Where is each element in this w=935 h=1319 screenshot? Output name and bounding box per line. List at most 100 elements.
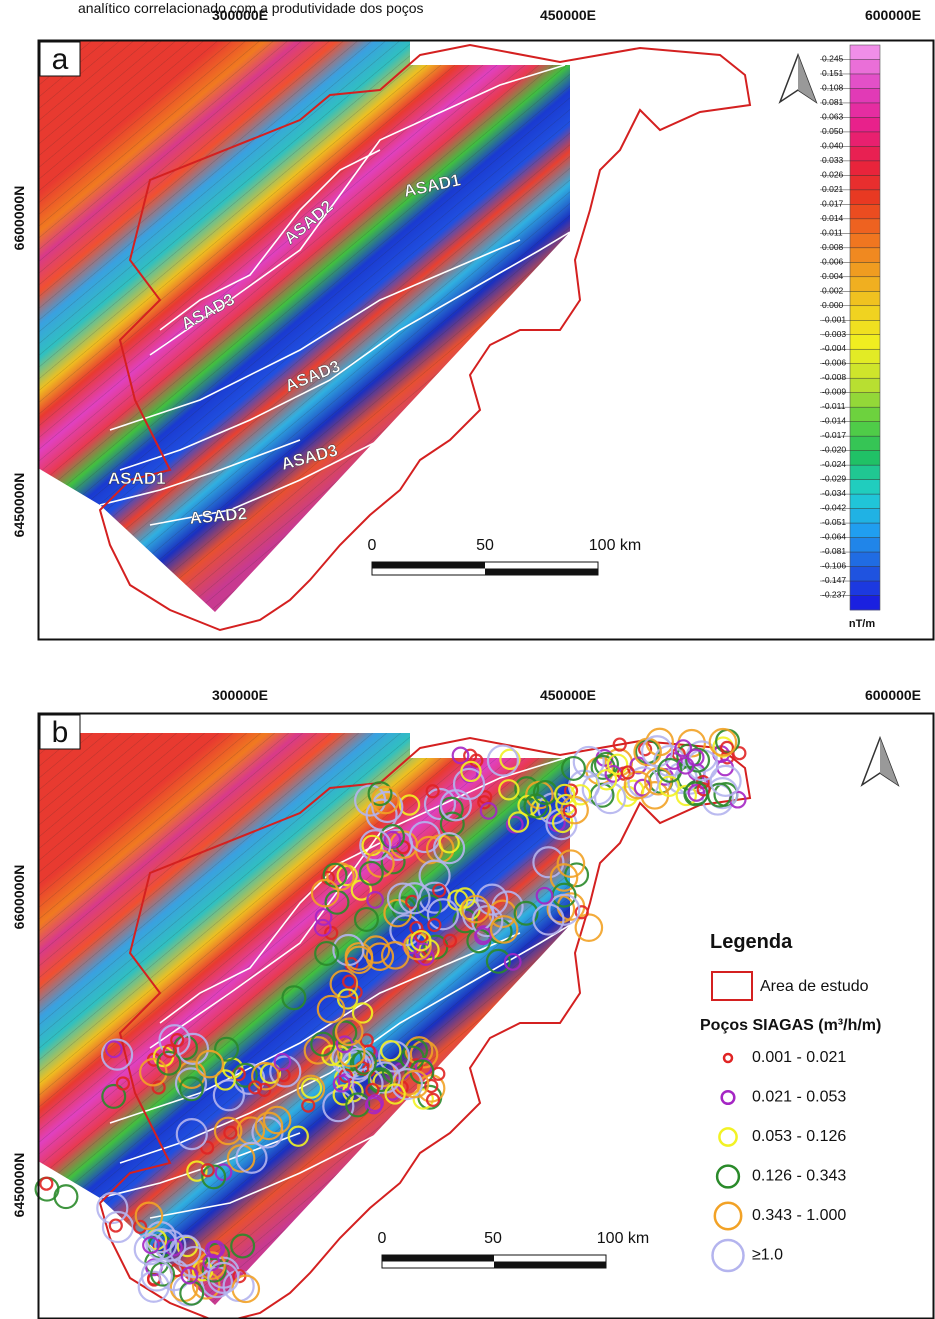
colorbar-swatch: [850, 422, 880, 437]
colorbar-swatch: [850, 103, 880, 118]
legend-symbol: [722, 1091, 735, 1104]
colorbar-swatch: [850, 465, 880, 480]
y-label: 6450000N: [11, 473, 27, 538]
colorbar-label: 0.002: [822, 285, 844, 295]
colorbar-swatch: [850, 378, 880, 393]
legend-symbol: [724, 1054, 732, 1062]
colorbar-swatch: [850, 74, 880, 89]
colorbar-swatch: [850, 538, 880, 553]
well: [110, 1220, 122, 1232]
colorbar-swatch: [850, 494, 880, 509]
y-label: 6450000N: [11, 1153, 27, 1218]
colorbar-label: -0.017: [822, 430, 846, 440]
colorbar-label: -0.051: [822, 517, 846, 527]
region-label: ASAD1: [108, 469, 166, 488]
legend-label: 0.343 - 1.000: [752, 1207, 846, 1224]
scale-label: 0: [378, 1230, 387, 1247]
x-label: 300000E: [212, 7, 268, 23]
legend-area-label: Area de estudo: [760, 978, 869, 995]
colorbar-label: 0.245: [822, 53, 844, 63]
legend-area-swatch: [712, 972, 752, 1000]
colorbar-swatch: [850, 219, 880, 234]
legend-label: 0.001 - 0.021: [752, 1049, 846, 1066]
colorbar-swatch: [850, 349, 880, 364]
colorbar-label: 0.033: [822, 155, 844, 165]
colorbar-swatch: [850, 117, 880, 132]
colorbar-swatch: [850, 161, 880, 176]
colorbar-label: -0.020: [822, 445, 846, 455]
colorbar-swatch: [850, 407, 880, 422]
legend-label: 0.126 - 0.343: [752, 1168, 846, 1185]
x-label: 600000E: [865, 7, 921, 23]
colorbar-swatch: [850, 45, 880, 60]
colorbar-swatch: [850, 320, 880, 335]
colorbar-label: 0.040: [822, 140, 844, 150]
x-label: 300000E: [212, 687, 268, 703]
scale-label: 50: [484, 1230, 502, 1247]
well: [40, 1178, 52, 1190]
colorbar-swatch: [850, 88, 880, 103]
legend-symbol: [717, 1166, 739, 1188]
colorbar-label: 0.008: [822, 242, 844, 252]
scale-bar-segment: [382, 1255, 494, 1262]
panel-letter: a: [52, 43, 69, 76]
colorbar-label: 0.004: [822, 271, 844, 281]
colorbar-label: 0.000: [822, 300, 844, 310]
map-image: [38, 40, 750, 630]
colorbar-label: -0.011: [822, 401, 846, 411]
colorbar-label: -0.009: [822, 387, 846, 397]
colorbar-label: -0.004: [822, 343, 846, 353]
colorbar-label: -0.024: [822, 459, 846, 469]
colorbar-label: -0.029: [822, 474, 846, 484]
colorbar-swatch: [850, 436, 880, 451]
colorbar-swatch: [850, 393, 880, 408]
colorbar-label: 0.026: [822, 169, 844, 179]
legend-label: 0.021 - 0.053: [752, 1089, 846, 1106]
colorbar-label: -0.003: [822, 329, 846, 339]
scale-bar-segment: [485, 569, 598, 576]
colorbar-swatch: [850, 451, 880, 466]
colorbar-label: 0.151: [822, 68, 844, 78]
colorbar-label: 0.017: [822, 198, 844, 208]
legend-symbol: [719, 1128, 736, 1145]
scale-label: 100 km: [597, 1230, 649, 1247]
panel-b: b 300000E 450000E 600000E 6600000N 64500…: [11, 687, 934, 1319]
colorbar-swatch: [850, 132, 880, 147]
x-label: 450000E: [540, 7, 596, 23]
colorbar-label: 0.011: [822, 227, 843, 237]
colorbar-label: 0.081: [822, 97, 844, 107]
colorbar-label: 0.006: [822, 256, 844, 266]
colorbar-swatch: [850, 480, 880, 495]
y-label: 6600000N: [11, 865, 27, 930]
legend-label: ≥1.0: [752, 1247, 783, 1264]
legend-title: Legenda: [710, 931, 793, 953]
colorbar-swatch: [850, 509, 880, 524]
colorbar-swatch: [850, 523, 880, 538]
x-label: 450000E: [540, 687, 596, 703]
colorbar-label: -0.006: [822, 358, 846, 368]
colorbar-label: -0.008: [822, 372, 846, 382]
colorbar-swatch: [850, 567, 880, 582]
scale-label: 100 km: [589, 537, 641, 554]
well: [180, 1282, 203, 1305]
scale-bar-segment: [494, 1262, 606, 1269]
colorbar-label: -0.106: [822, 561, 846, 571]
colorbar-swatch: [850, 146, 880, 161]
colorbar-swatch: [850, 204, 880, 219]
colorbar-label: -0.034: [822, 488, 846, 498]
colorbar-swatch: [850, 190, 880, 205]
colorbar-label: 0.108: [822, 82, 844, 92]
well: [55, 1185, 78, 1208]
colorbar-swatch: [850, 277, 880, 292]
colorbar-unit: nT/m: [849, 618, 875, 630]
colorbar-swatch: [850, 306, 880, 321]
scale-bar-segment: [372, 562, 485, 569]
colorbar-swatch: [850, 291, 880, 306]
colorbar-label: -0.001: [822, 314, 846, 324]
panel-letter: b: [52, 716, 69, 749]
colorbar-swatch: [850, 175, 880, 190]
colorbar-label: 0.014: [822, 213, 844, 223]
colorbar-label: 0.050: [822, 126, 844, 136]
colorbar-label: 0.063: [822, 111, 844, 121]
y-label: 6600000N: [11, 186, 27, 251]
